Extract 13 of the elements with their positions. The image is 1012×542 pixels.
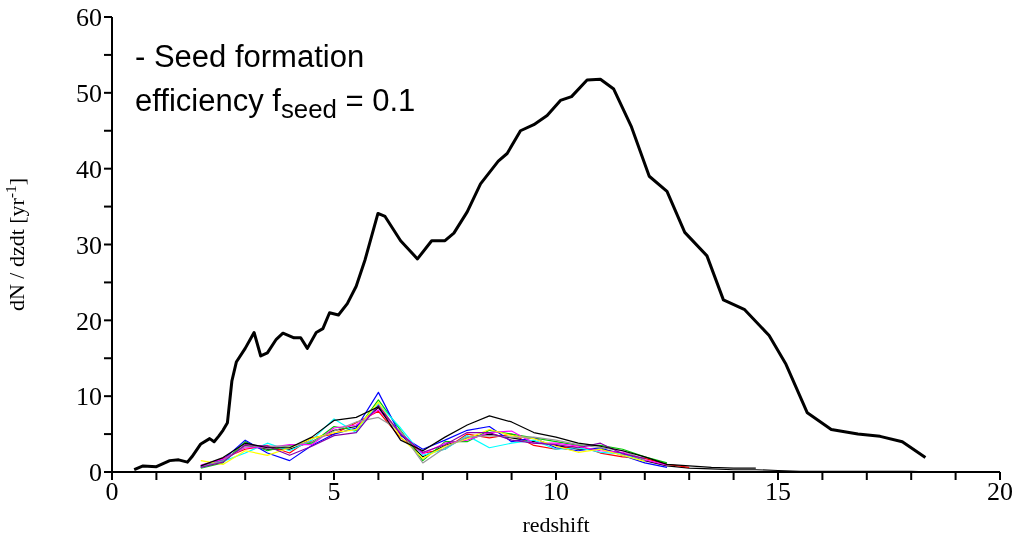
y-tick-label: 30 <box>76 230 102 260</box>
y-tick-label: 40 <box>76 154 102 184</box>
x-tick-label: 5 <box>327 477 341 507</box>
y-tick-label: 10 <box>76 382 102 412</box>
y-tick-label: 20 <box>76 306 102 336</box>
y-tick-label: 60 <box>76 3 102 33</box>
x-axis-title: redshift <box>522 511 590 537</box>
y-tick-label: 0 <box>89 458 102 488</box>
x-tick-label: 15 <box>765 477 791 507</box>
x-tick-label: 10 <box>543 477 569 507</box>
x-tick-label: 20 <box>987 477 1012 507</box>
y-tick-label: 50 <box>76 79 102 109</box>
annotation: - Seed formation efficiency f$_{seed}$ = 0.1 <box>135 38 417 126</box>
